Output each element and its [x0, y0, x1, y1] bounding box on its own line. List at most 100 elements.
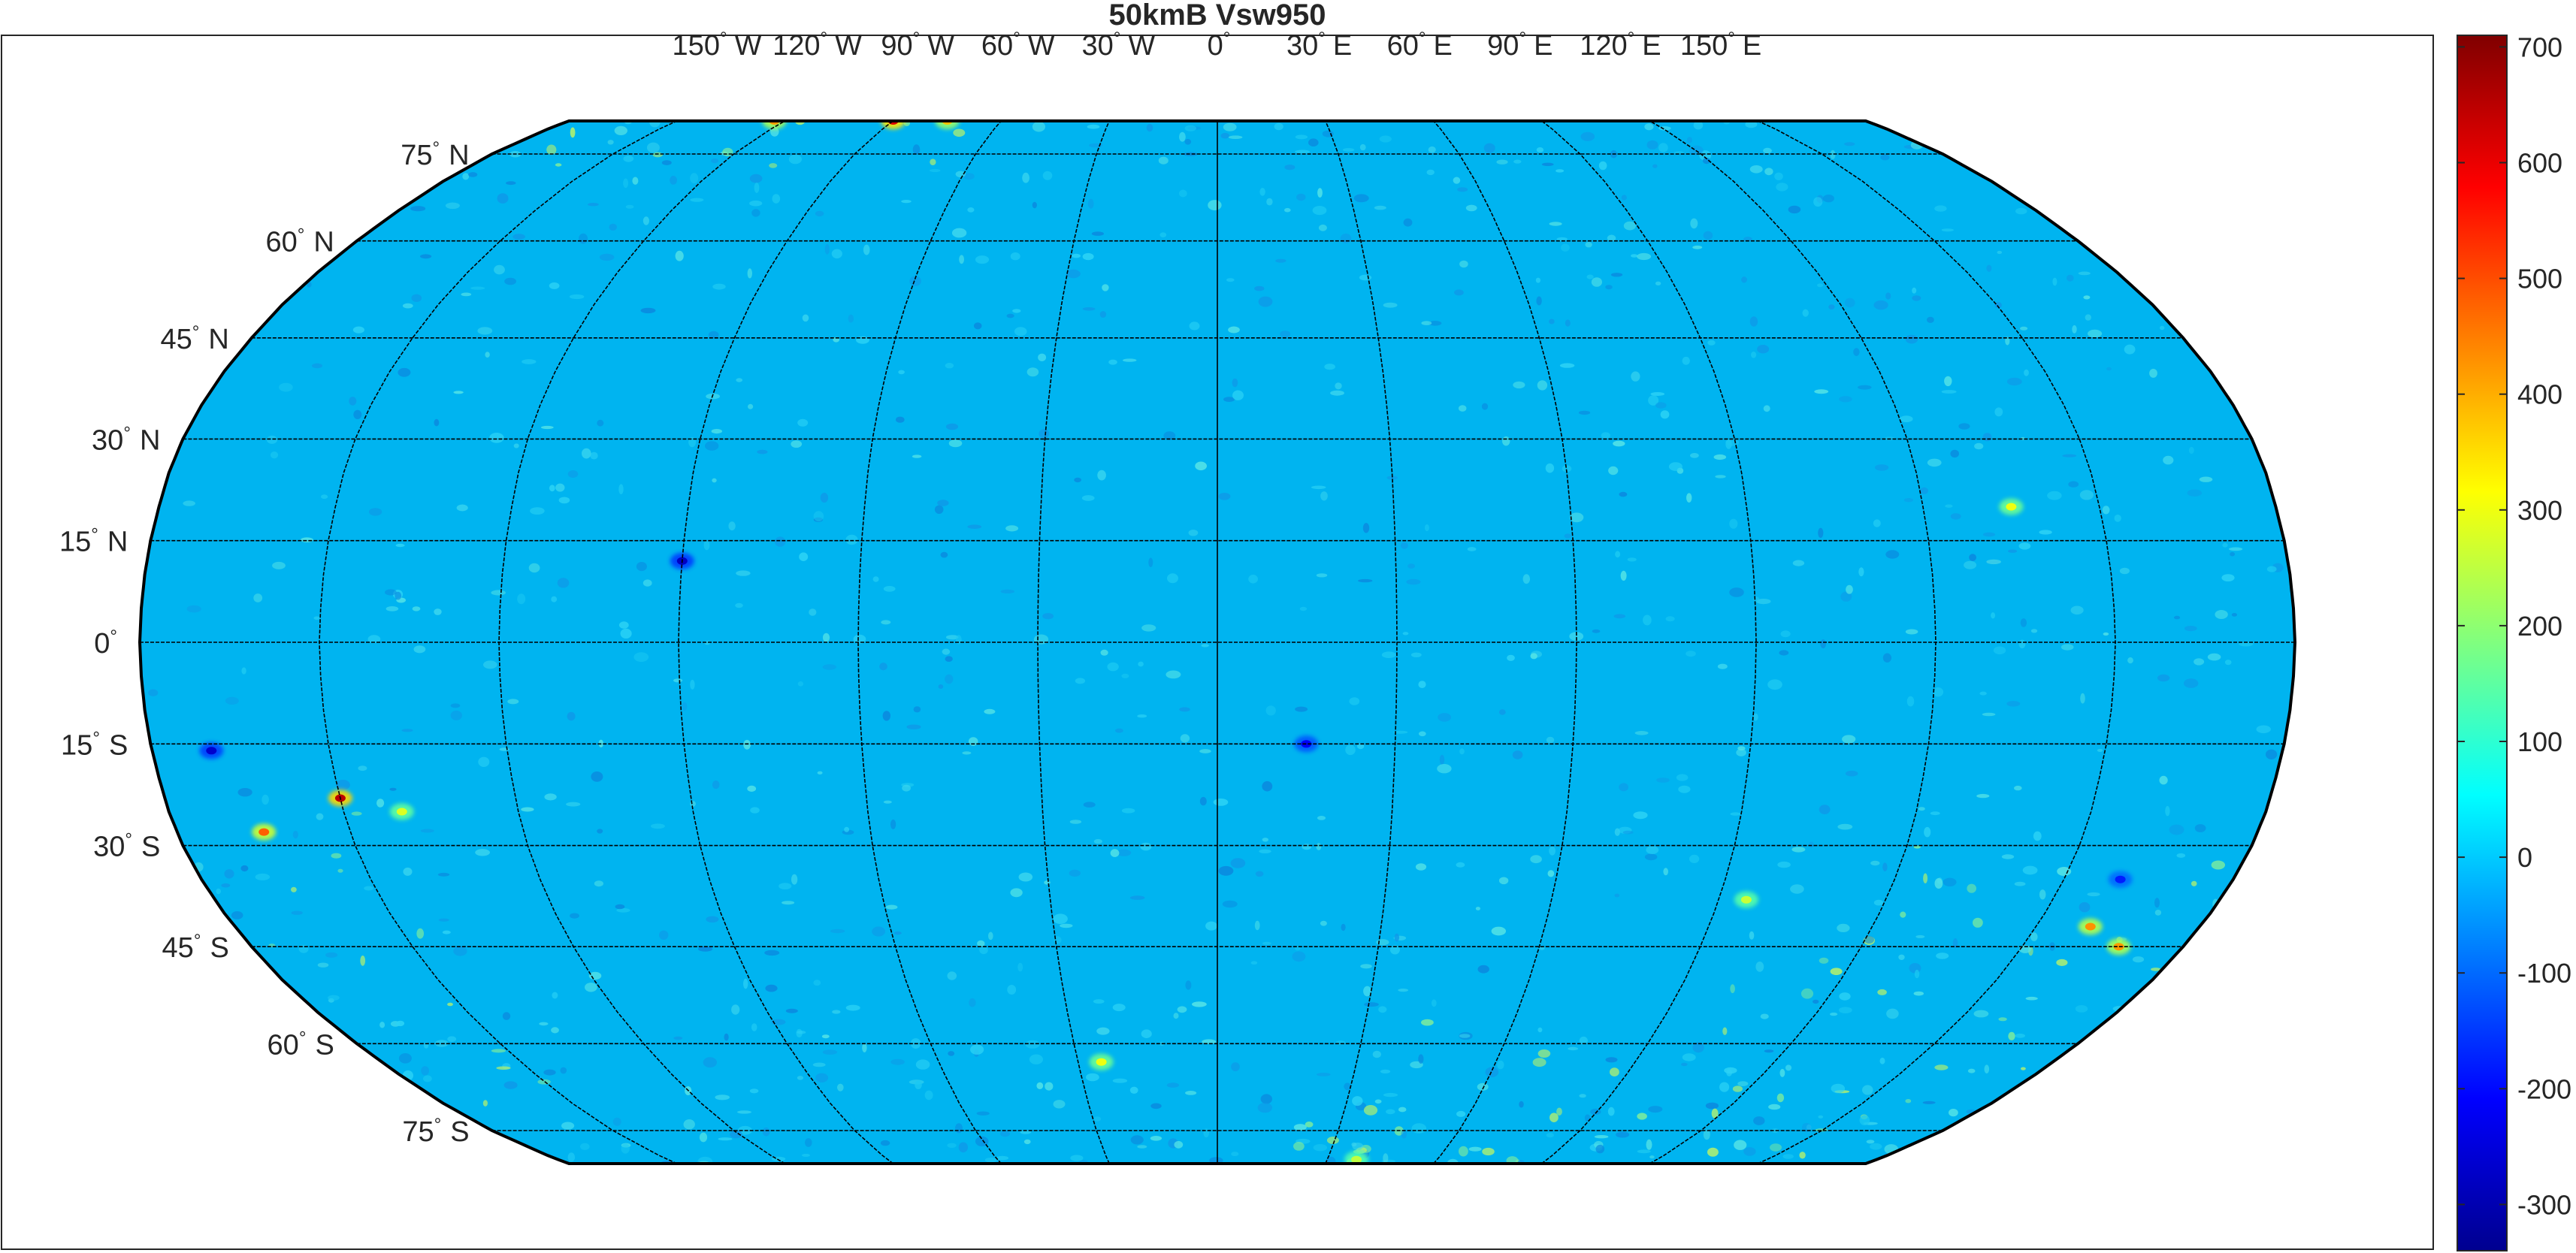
- field-speck: [496, 1066, 511, 1070]
- lat-label-degrees: 30: [93, 832, 125, 863]
- field-speck: [715, 1094, 730, 1101]
- lat-label-direction: S: [141, 832, 160, 863]
- field-speck: [1886, 1008, 1899, 1019]
- field-speck: [751, 1023, 757, 1031]
- field-speck: [331, 853, 342, 859]
- field-speck: [1941, 228, 1954, 232]
- field-speck: [2020, 326, 2028, 331]
- lat-label-degrees: 45: [162, 932, 194, 964]
- field-speck: [1707, 1147, 1719, 1157]
- meridian-line: [857, 120, 1002, 1164]
- colorbar-tick-label: 0: [2517, 842, 2532, 873]
- field-speck: [1081, 495, 1095, 501]
- field-speck: [2266, 566, 2277, 572]
- field-speck: [614, 125, 627, 135]
- field-speck: [1934, 1064, 1949, 1070]
- field-speck: [947, 1143, 957, 1149]
- field-speck: [898, 370, 905, 375]
- field-speck: [1424, 524, 1429, 532]
- colorbar-gradient: [2457, 35, 2508, 1251]
- field-speck: [1299, 606, 1308, 611]
- field-speck: [1398, 1107, 1407, 1113]
- field-speck: [389, 787, 397, 791]
- field-speck: [1927, 458, 1942, 467]
- field-speck: [552, 992, 558, 999]
- lat-label: 15° S: [61, 728, 128, 761]
- field-speck: [1818, 1115, 1824, 1119]
- field-speck: [1458, 405, 1467, 412]
- field-speck: [1952, 938, 1958, 948]
- field-speck: [620, 628, 632, 639]
- field-speck: [491, 590, 506, 596]
- field-speck: [1873, 519, 1881, 527]
- field-speck: [1356, 743, 1365, 750]
- field-speck: [1756, 599, 1771, 605]
- lon-label-degrees: 60: [981, 30, 1013, 62]
- field-speck: [503, 1081, 518, 1089]
- field-speck: [1590, 1108, 1601, 1116]
- field-speck: [883, 586, 896, 592]
- field-speck: [2159, 775, 2168, 785]
- field-speck: [749, 174, 763, 183]
- field-speck: [411, 294, 422, 302]
- field-speck: [1536, 147, 1544, 152]
- field-speck: [1556, 169, 1565, 173]
- field-speck: [183, 500, 195, 506]
- field-speck: [1284, 207, 1291, 213]
- field-speck: [1607, 1107, 1615, 1116]
- field-speck: [1997, 250, 2003, 255]
- field-speck: [848, 314, 854, 323]
- field-speck: [379, 1022, 385, 1028]
- lon-label-direction: E: [1743, 30, 1761, 62]
- field-speck: [791, 874, 798, 885]
- field-speck: [844, 826, 850, 832]
- field-speck: [1082, 307, 1096, 311]
- field-speck: [1839, 396, 1852, 403]
- field-speck: [1779, 1068, 1785, 1077]
- field-speck: [1605, 285, 1613, 290]
- field-speck: [450, 703, 461, 708]
- field-speck: [1173, 1013, 1179, 1019]
- field-speck: [2103, 632, 2109, 636]
- field-speck: [1631, 371, 1640, 382]
- lon-label-degrees: 90: [881, 30, 912, 62]
- field-speck: [675, 250, 684, 261]
- field-speck: [1660, 410, 1670, 419]
- lat-label: 30° N: [92, 423, 160, 456]
- field-speck: [2207, 653, 2221, 661]
- field-speck: [1658, 126, 1671, 131]
- field-speck: [2087, 892, 2100, 897]
- field-speck: [977, 940, 985, 947]
- colorbar-tick-label: -200: [2517, 1073, 2571, 1104]
- field-speck: [1655, 402, 1667, 409]
- field-speck: [1813, 197, 1823, 207]
- field-speck: [2083, 295, 2091, 300]
- field-speck: [1725, 439, 1740, 446]
- field-speck: [1828, 304, 1835, 309]
- field-speck: [1915, 934, 1925, 938]
- field-speck: [650, 823, 665, 829]
- field-speck: [1665, 616, 1675, 622]
- field-speck: [1293, 1124, 1307, 1131]
- field-speck: [1830, 149, 1836, 160]
- field-speck: [517, 593, 526, 605]
- lat-label-degrees: 60: [268, 1029, 299, 1061]
- field-speck: [893, 931, 902, 935]
- field-speck: [1877, 989, 1887, 995]
- field-speck: [2001, 854, 2015, 859]
- field-speck: [797, 1031, 806, 1034]
- field-speck: [420, 254, 432, 259]
- field-speck: [1634, 731, 1649, 735]
- field-speck: [1459, 1034, 1471, 1038]
- field-speck: [569, 294, 585, 300]
- degree-symbol: °: [1114, 29, 1121, 49]
- field-speck: [832, 1010, 841, 1014]
- meridian-line: [678, 120, 894, 1164]
- field-speck: [607, 140, 614, 145]
- field-speck: [1914, 969, 1920, 979]
- lon-label-direction: W: [927, 30, 954, 62]
- field-speck: [976, 1111, 990, 1116]
- field-speck: [1029, 1054, 1043, 1064]
- colorbar: 700 600 500 400 300 200 100 0 -100 -200 -300: [2457, 32, 2571, 1251]
